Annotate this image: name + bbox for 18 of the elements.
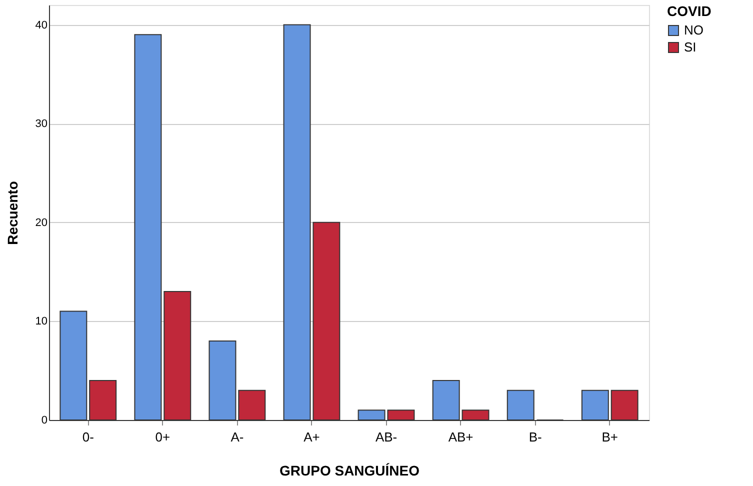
x-axis-title: GRUPO SANGUÍNEO (279, 462, 420, 478)
y-tick-label: 10 (35, 316, 48, 328)
legend-title: COVID (667, 3, 712, 19)
x-tick-label: 0- (82, 430, 94, 444)
y-tick-label: 30 (35, 118, 48, 130)
legend-label: NO (684, 22, 704, 38)
legend-label: SI (684, 40, 696, 54)
y-axis-title: Recuento (4, 181, 20, 245)
x-tick-label: A+ (304, 430, 320, 444)
x-tick-label: B+ (602, 430, 618, 444)
x-tick-label: AB- (375, 430, 398, 444)
y-tick-label: 20 (35, 216, 48, 229)
y-tick-label: 40 (35, 19, 48, 32)
x-tick-label: B- (528, 430, 542, 444)
x-tick-label: AB+ (448, 430, 474, 444)
x-tick-label: 0+ (155, 430, 170, 444)
x-tick-label: A- (230, 430, 244, 444)
y-tick-label: 0 (41, 414, 48, 426)
